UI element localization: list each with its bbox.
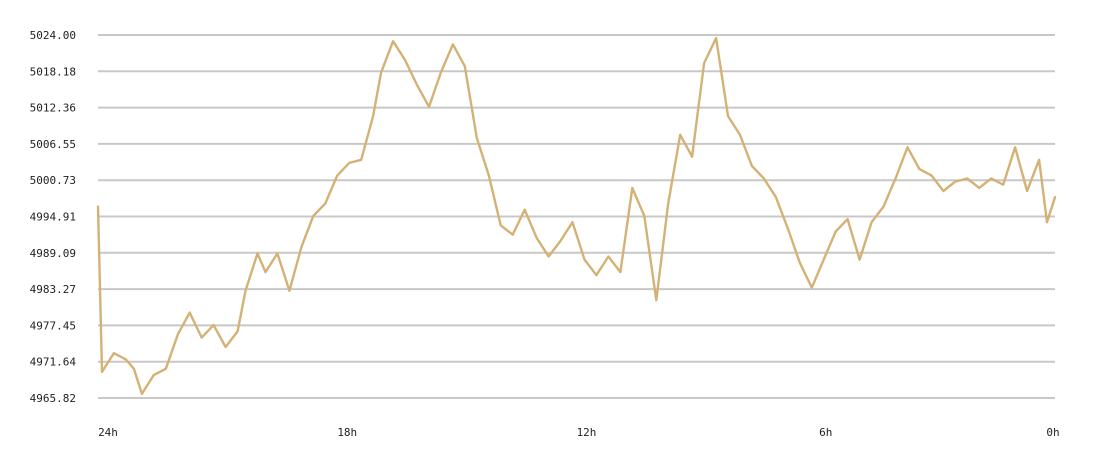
y-tick-label: 4965.82 bbox=[30, 392, 76, 405]
y-tick-label: 4971.64 bbox=[30, 356, 77, 369]
y-tick-label: 5000.73 bbox=[30, 174, 76, 187]
y-tick-label: 5024.00 bbox=[30, 29, 76, 42]
y-tick-label: 4983.27 bbox=[30, 283, 76, 296]
gridlines bbox=[98, 34, 1055, 399]
x-tick-label: 0h bbox=[1046, 426, 1059, 439]
y-tick-label: 4994.91 bbox=[30, 211, 76, 224]
y-axis-tick-labels: 5024.00 5018.18 5012.36 5006.55 5000.73 4994.… bbox=[30, 29, 77, 405]
x-tick-label: 6h bbox=[819, 426, 832, 439]
x-tick-label: 18h bbox=[337, 426, 357, 439]
x-tick-label: 24h bbox=[98, 426, 118, 439]
y-tick-label: 5006.55 bbox=[30, 138, 76, 151]
price-series-line bbox=[96, 36, 1057, 395]
x-tick-label: 12h bbox=[577, 426, 597, 439]
y-tick-label: 4977.45 bbox=[30, 319, 76, 332]
y-tick-label: 5012.36 bbox=[30, 102, 76, 115]
y-tick-label: 5018.18 bbox=[30, 65, 76, 78]
y-tick-label: 4989.09 bbox=[30, 247, 76, 260]
x-axis-tick-labels: 24h 18h 12h 6h 0h bbox=[98, 426, 1060, 439]
